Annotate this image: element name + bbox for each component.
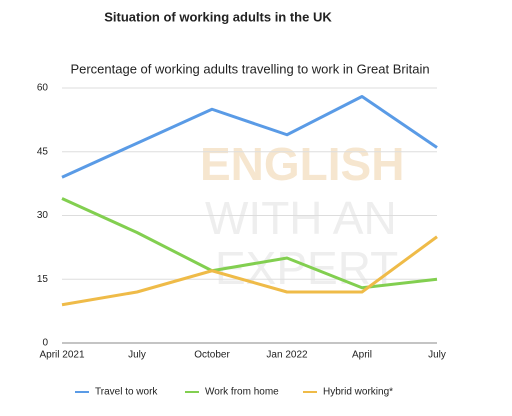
x-tick-label: April — [352, 350, 372, 361]
chart-subtitle: Percentage of working adults travelling … — [70, 61, 429, 76]
watermark: WITH AN — [205, 192, 397, 244]
y-tick-label: 60 — [37, 83, 49, 94]
y-tick-label: 0 — [42, 338, 48, 349]
x-tick-label: October — [194, 350, 230, 361]
series-line — [61, 235, 438, 307]
watermark: EXPERT — [215, 242, 398, 294]
legend-label: Travel to work — [95, 387, 158, 398]
chart-title: Situation of working adults in the UK — [104, 9, 332, 24]
x-tick-label: April 2021 — [39, 350, 84, 361]
x-tick-label: July — [428, 350, 446, 361]
x-tick-label: Jan 2022 — [266, 350, 308, 361]
y-tick-label: 30 — [37, 210, 49, 221]
x-tick-label: July — [128, 350, 146, 361]
y-tick-label: 15 — [37, 274, 49, 285]
legend-label: Hybrid working* — [323, 387, 393, 398]
series-line — [61, 95, 438, 179]
y-tick-label: 45 — [37, 146, 49, 157]
watermark: ENGLISH — [200, 138, 404, 190]
legend-label: Work from home — [205, 387, 279, 398]
series-line — [61, 197, 438, 290]
